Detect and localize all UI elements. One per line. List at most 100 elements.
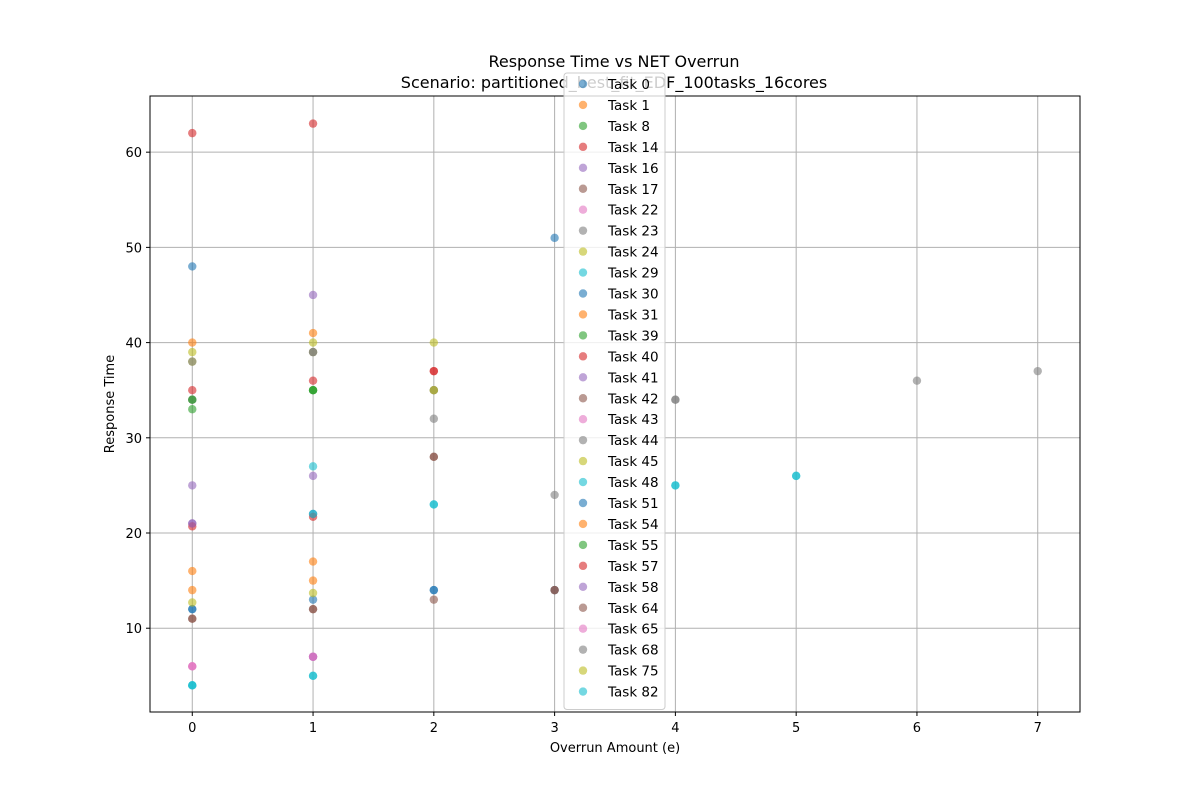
legend-marker bbox=[578, 624, 588, 633]
legend-marker bbox=[578, 687, 588, 696]
data-point bbox=[429, 414, 439, 423]
legend-marker bbox=[578, 163, 588, 172]
legend-marker bbox=[578, 456, 588, 466]
legend-marker bbox=[578, 540, 588, 550]
data-point bbox=[308, 347, 318, 357]
data-point bbox=[912, 376, 922, 385]
data-point bbox=[308, 290, 318, 300]
legend-marker bbox=[578, 394, 588, 403]
data-points bbox=[188, 119, 1042, 690]
data-point bbox=[188, 347, 197, 357]
y-tick-label: 30 bbox=[125, 432, 142, 447]
data-point bbox=[308, 328, 318, 338]
y-tick-label: 60 bbox=[125, 146, 142, 161]
y-axis-ticks: 10 20 30 40 50 60 bbox=[125, 146, 150, 637]
data-point bbox=[429, 500, 439, 509]
legend-label: Task 54 bbox=[607, 517, 659, 533]
data-point bbox=[308, 376, 318, 385]
legend-label: Task 45 bbox=[607, 454, 659, 470]
x-tick-label: 6 bbox=[913, 721, 921, 736]
legend-label: Task 75 bbox=[607, 664, 659, 680]
legend-label: Task 55 bbox=[607, 538, 659, 554]
legend-label: Task 0 bbox=[607, 77, 650, 93]
data-point bbox=[308, 604, 318, 614]
data-point bbox=[308, 338, 318, 347]
y-tick-label: 10 bbox=[125, 622, 142, 637]
legend-label: Task 64 bbox=[607, 601, 659, 617]
data-point bbox=[308, 588, 318, 598]
legend-label: Task 29 bbox=[607, 266, 659, 282]
data-point bbox=[308, 462, 318, 471]
legend-marker bbox=[578, 561, 588, 571]
data-point bbox=[429, 452, 439, 462]
legend-label: Task 65 bbox=[607, 622, 659, 638]
legend-label: Task 68 bbox=[607, 643, 659, 659]
legend-label: Task 44 bbox=[607, 433, 659, 449]
data-point bbox=[429, 585, 439, 595]
legend-label: Task 30 bbox=[607, 287, 659, 303]
data-point bbox=[188, 585, 197, 595]
legend-label: Task 31 bbox=[607, 307, 659, 323]
legend-label: Task 40 bbox=[607, 349, 659, 365]
legend-label: Task 51 bbox=[607, 496, 659, 512]
legend-marker bbox=[578, 415, 588, 424]
legend-marker bbox=[578, 184, 588, 193]
data-point bbox=[188, 128, 197, 138]
data-point bbox=[308, 471, 318, 481]
y-axis-label: Response Time bbox=[103, 355, 118, 453]
data-point bbox=[308, 671, 318, 681]
data-point bbox=[308, 509, 318, 519]
legend-label: Task 22 bbox=[607, 203, 659, 219]
data-point bbox=[188, 614, 197, 623]
data-point bbox=[188, 598, 197, 607]
data-point bbox=[550, 490, 559, 500]
legend-marker bbox=[578, 519, 588, 529]
y-tick-label: 50 bbox=[125, 241, 142, 256]
x-tick-label: 0 bbox=[188, 721, 196, 736]
data-point bbox=[188, 338, 197, 347]
legend-label: Task 8 bbox=[607, 119, 650, 135]
legend-marker bbox=[578, 79, 588, 89]
data-point bbox=[308, 385, 318, 395]
legend-label: Task 42 bbox=[607, 391, 659, 407]
legend-marker bbox=[578, 352, 588, 361]
x-tick-label: 3 bbox=[550, 721, 558, 736]
legend-label: Task 39 bbox=[607, 328, 659, 344]
data-point bbox=[188, 519, 197, 528]
legend-label: Task 23 bbox=[607, 224, 659, 240]
legend-label: Task 14 bbox=[607, 140, 659, 156]
x-tick-label: 5 bbox=[792, 721, 800, 736]
legend-marker bbox=[578, 666, 588, 675]
data-point bbox=[308, 652, 318, 661]
data-point bbox=[188, 395, 197, 404]
x-tick-label: 1 bbox=[309, 721, 317, 736]
chart-title: Response Time vs NET Overrun bbox=[488, 52, 739, 71]
data-point bbox=[188, 357, 197, 366]
legend-box bbox=[563, 72, 666, 710]
data-point bbox=[188, 405, 197, 414]
legend-marker bbox=[578, 100, 588, 110]
legend-label: Task 41 bbox=[607, 370, 659, 386]
legend-marker bbox=[578, 121, 588, 131]
data-point bbox=[429, 595, 439, 604]
legend-marker bbox=[578, 498, 588, 508]
legend-label: Task 1 bbox=[607, 98, 650, 114]
legend-label: Task 57 bbox=[607, 559, 659, 575]
data-point bbox=[550, 585, 559, 595]
legend-label: Task 82 bbox=[607, 685, 659, 701]
y-tick-label: 20 bbox=[125, 527, 142, 542]
data-point bbox=[188, 566, 197, 576]
data-point bbox=[188, 681, 197, 690]
legend-marker bbox=[578, 435, 588, 445]
legend-marker bbox=[578, 477, 588, 487]
x-axis-ticks: 0 1 2 3 4 5 6 7 bbox=[188, 712, 1042, 736]
data-point bbox=[308, 557, 318, 566]
legend-marker bbox=[578, 205, 588, 214]
legend-marker bbox=[578, 645, 588, 654]
legend-marker bbox=[578, 226, 588, 235]
legend-marker bbox=[578, 331, 588, 340]
legend-marker bbox=[578, 247, 588, 256]
legend-marker bbox=[578, 373, 588, 382]
data-point bbox=[671, 481, 680, 490]
data-point bbox=[188, 385, 197, 395]
